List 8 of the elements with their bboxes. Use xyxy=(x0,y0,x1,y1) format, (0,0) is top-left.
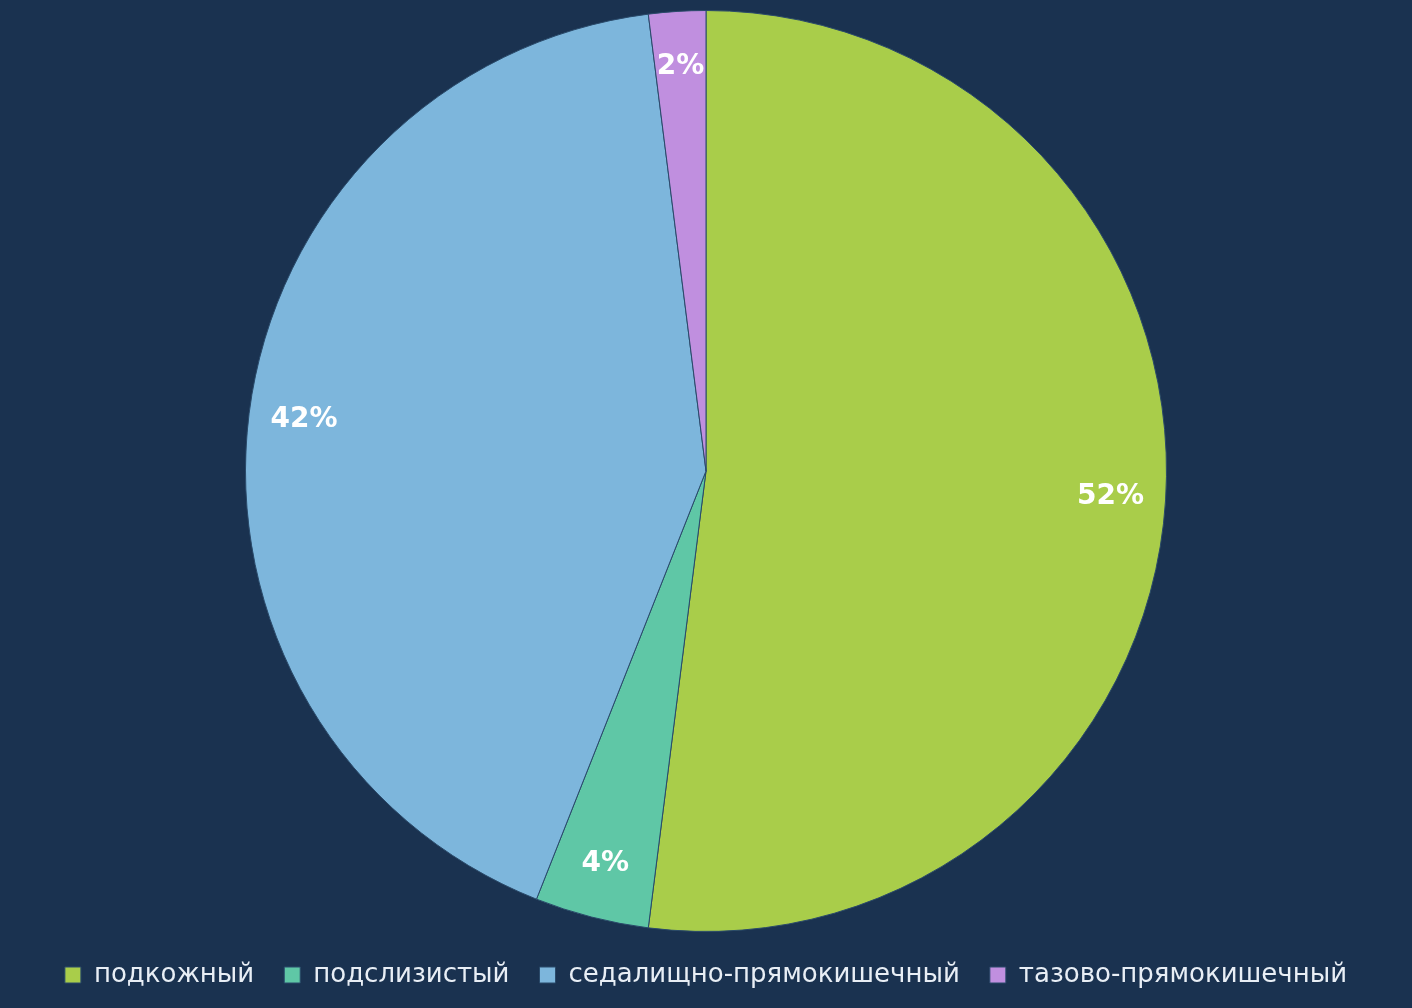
data-label: 52% xyxy=(1076,477,1144,511)
data-label: 4% xyxy=(581,844,629,878)
data-label: 2% xyxy=(656,47,705,81)
legend-label: седалищно-прямокишечный xyxy=(568,957,960,988)
legend-label: тазово-прямокишечный xyxy=(1018,957,1348,988)
legend-label: подкожный xyxy=(93,957,255,988)
legend-label: подслизистый xyxy=(313,957,510,988)
data-label: 42% xyxy=(270,401,338,435)
